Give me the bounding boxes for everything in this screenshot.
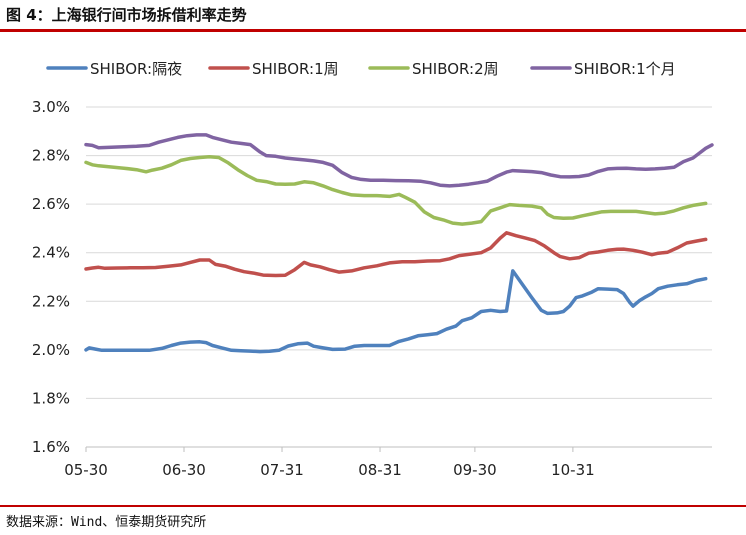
y-tick-label: 2.6% [32, 195, 70, 213]
series-line-3 [84, 133, 714, 188]
data-source: 数据来源：Wind、恒泰期货研究所 [6, 515, 207, 530]
x-axis-ticks: 05-30 06-30 07-31 08-31 09-30 10-31 [64, 447, 595, 479]
figure-title: 图 4：上海银行间市场拆借利率走势 [6, 6, 247, 24]
x-tick-label: 07-31 [260, 461, 304, 479]
x-tick-label: 06-30 [162, 461, 206, 479]
series-line-2 [84, 155, 708, 226]
series-line-0 [84, 269, 708, 354]
y-tick-label: 1.6% [32, 438, 70, 456]
y-tick-label: 3.0% [32, 98, 70, 116]
bottom-divider [0, 505, 746, 507]
legend-label: SHIBOR:1个月 [574, 60, 676, 78]
top-divider [0, 29, 746, 32]
x-tick-label: 09-30 [453, 461, 497, 479]
series-line-1 [84, 231, 708, 278]
x-tick-label: 10-31 [551, 461, 595, 479]
line-chart: 1.6% 1.8% 2.0% 2.2% 2.4% 2.6% 2.8% 3.0% 05-30 06… [32, 60, 714, 479]
y-tick-label: 2.2% [32, 292, 70, 310]
legend-label: SHIBOR:2周 [412, 60, 499, 78]
legend: SHIBOR:隔夜 SHIBOR:1周 SHIBOR:2周 SHIBOR:1个月 [46, 60, 676, 78]
legend-label: SHIBOR:隔夜 [90, 60, 182, 78]
y-tick-label: 2.8% [32, 147, 70, 165]
y-tick-label: 2.4% [32, 244, 70, 262]
series-lines [84, 133, 714, 354]
x-tick-label: 08-31 [358, 461, 402, 479]
x-tick-label: 05-30 [64, 461, 108, 479]
legend-label: SHIBOR:1周 [252, 60, 339, 78]
y-tick-label: 1.8% [32, 389, 70, 407]
y-axis-ticks: 1.6% 1.8% 2.0% 2.2% 2.4% 2.6% 2.8% 3.0% [32, 98, 70, 456]
y-tick-label: 2.0% [32, 341, 70, 359]
grid-lines [86, 106, 712, 399]
